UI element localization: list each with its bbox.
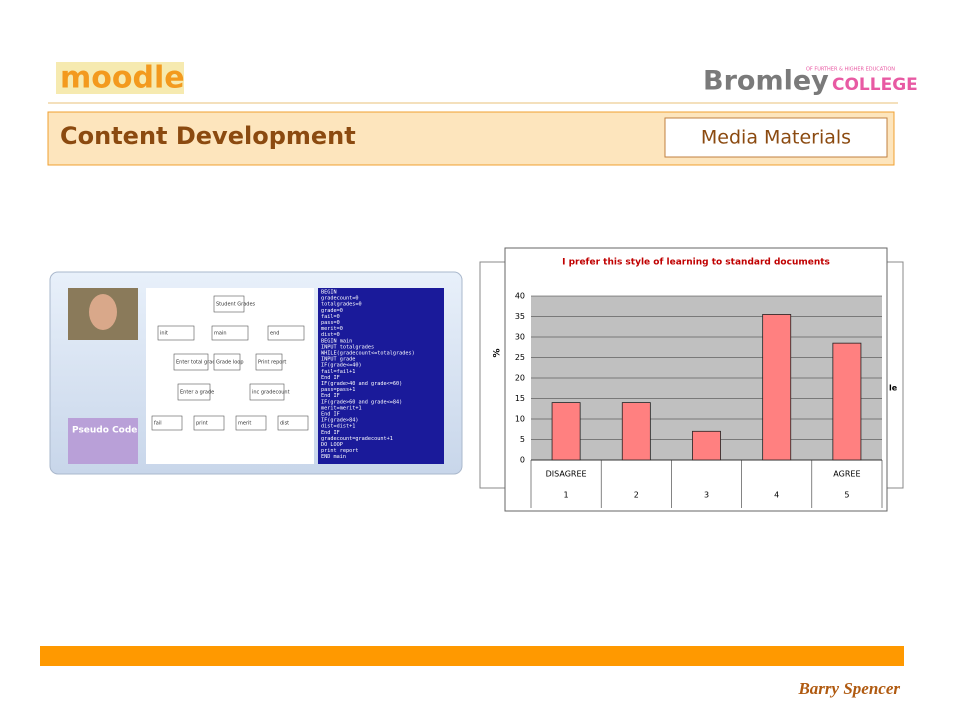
flow-node bbox=[213, 295, 245, 313]
code-line: IF(grade>40 and grade<=60) bbox=[321, 381, 402, 387]
code-line: gradecount=0 bbox=[321, 296, 358, 302]
code-line: END main bbox=[321, 454, 346, 460]
flow-node bbox=[235, 415, 267, 431]
footer-band bbox=[40, 646, 904, 666]
code-line: IF(grade<=40) bbox=[321, 363, 362, 369]
code-line: grade=0 bbox=[321, 308, 343, 314]
code-line: pass=pass+1 bbox=[321, 387, 355, 393]
y-tick-label: 35 bbox=[515, 312, 525, 321]
flow-node bbox=[255, 353, 283, 371]
x-tick-label: 3 bbox=[704, 491, 709, 500]
flow-label: Print report bbox=[258, 360, 286, 366]
section-box bbox=[664, 117, 888, 158]
flow-node bbox=[211, 325, 249, 341]
bar bbox=[762, 314, 792, 461]
code-line: fail=0 bbox=[321, 314, 340, 320]
college-tagline: OF FURTHER & HIGHER EDUCATION bbox=[806, 67, 895, 73]
flow-label: inc gradecount bbox=[252, 390, 290, 396]
code-line: WHILE(gradecount<=totalgrades) bbox=[321, 351, 415, 357]
code-line: End IF bbox=[321, 430, 340, 436]
flow-node bbox=[193, 415, 225, 431]
flow-label: Grade loop bbox=[216, 360, 244, 366]
flow-node bbox=[213, 353, 241, 371]
flow-node bbox=[277, 415, 309, 431]
y-tick-label: 25 bbox=[515, 353, 525, 362]
flow-node bbox=[249, 383, 285, 401]
flow-label: end bbox=[270, 331, 279, 337]
background-fragment: le bbox=[889, 384, 898, 393]
logo: moodle bbox=[60, 61, 185, 96]
flow-label: dist bbox=[280, 421, 289, 427]
y-axis-label: % bbox=[493, 348, 503, 357]
college-suffix: COLLEGE bbox=[832, 75, 918, 95]
college-name: Bromley bbox=[703, 66, 829, 97]
y-tick-label: 5 bbox=[520, 435, 525, 444]
code-line: INPUT totalgrades bbox=[321, 344, 374, 350]
x-tick-label: 1 bbox=[564, 491, 569, 500]
code-line: print report bbox=[321, 448, 358, 454]
flow-node bbox=[173, 353, 209, 371]
flow-label: print bbox=[196, 421, 208, 427]
y-tick-label: 0 bbox=[520, 456, 525, 465]
badge: Pseudo Code bbox=[72, 426, 137, 436]
flow-label: Enter total grades bbox=[176, 360, 222, 366]
code-line: pass=0 bbox=[321, 320, 340, 326]
flowchart-area bbox=[146, 288, 314, 464]
y-tick-label: 30 bbox=[515, 333, 525, 342]
bar bbox=[551, 402, 581, 461]
code-line: totalgrades=0 bbox=[321, 302, 362, 308]
code-line: IF(grade>84) bbox=[321, 418, 358, 424]
flow-node bbox=[267, 325, 305, 341]
author: Barry Spencer bbox=[797, 679, 900, 698]
category-note: DISAGREE bbox=[546, 470, 587, 479]
code-line: BEGIN main bbox=[321, 338, 352, 344]
code-line: fail=fail+1 bbox=[321, 369, 355, 375]
code-line: merit=0 bbox=[321, 326, 343, 332]
code-line: End IF bbox=[321, 393, 340, 399]
code-line: BEGIN bbox=[321, 290, 337, 296]
code-line: IF(grade>60 and grade<=84) bbox=[321, 399, 402, 405]
code-line: dist=dist+1 bbox=[321, 424, 355, 430]
x-tick-label: 4 bbox=[774, 491, 779, 500]
y-tick-label: 40 bbox=[515, 292, 525, 301]
x-tick-label: 5 bbox=[844, 491, 849, 500]
section-label: Media Materials bbox=[701, 127, 851, 149]
code-line: DO LOOP bbox=[321, 442, 343, 448]
x-tick-label: 2 bbox=[634, 491, 639, 500]
flow-node bbox=[151, 415, 183, 431]
code-line: dist=0 bbox=[321, 332, 340, 338]
code-line: gradecount=gradecount+1 bbox=[321, 436, 393, 442]
y-tick-label: 20 bbox=[515, 374, 525, 383]
flow-label: Student Grades bbox=[216, 302, 256, 308]
flow-label: init bbox=[160, 331, 168, 337]
code-line: End IF bbox=[321, 375, 340, 381]
flow-label: fail bbox=[154, 421, 162, 427]
video-face bbox=[89, 294, 117, 330]
bar bbox=[692, 430, 721, 461]
logo-bg bbox=[56, 62, 184, 94]
y-tick-label: 10 bbox=[515, 415, 525, 424]
category-note: AGREE bbox=[833, 470, 860, 479]
flow-node bbox=[177, 383, 211, 401]
bar bbox=[832, 342, 862, 461]
bar bbox=[621, 402, 651, 461]
code-line: INPUT grade bbox=[321, 357, 355, 363]
code-line: End IF bbox=[321, 412, 340, 418]
flow-label: Enter a grade bbox=[180, 390, 214, 396]
code-line: merit=merit+1 bbox=[321, 405, 362, 411]
chart-title: I prefer this style of learning to stand… bbox=[562, 258, 830, 268]
code-area bbox=[318, 288, 444, 464]
badge-bg bbox=[68, 418, 138, 464]
flow-label: merit bbox=[238, 421, 251, 427]
flow-label: main bbox=[214, 331, 227, 337]
page-title: Content Development bbox=[60, 122, 356, 150]
flow-node bbox=[157, 325, 195, 341]
y-tick-label: 15 bbox=[515, 394, 525, 403]
